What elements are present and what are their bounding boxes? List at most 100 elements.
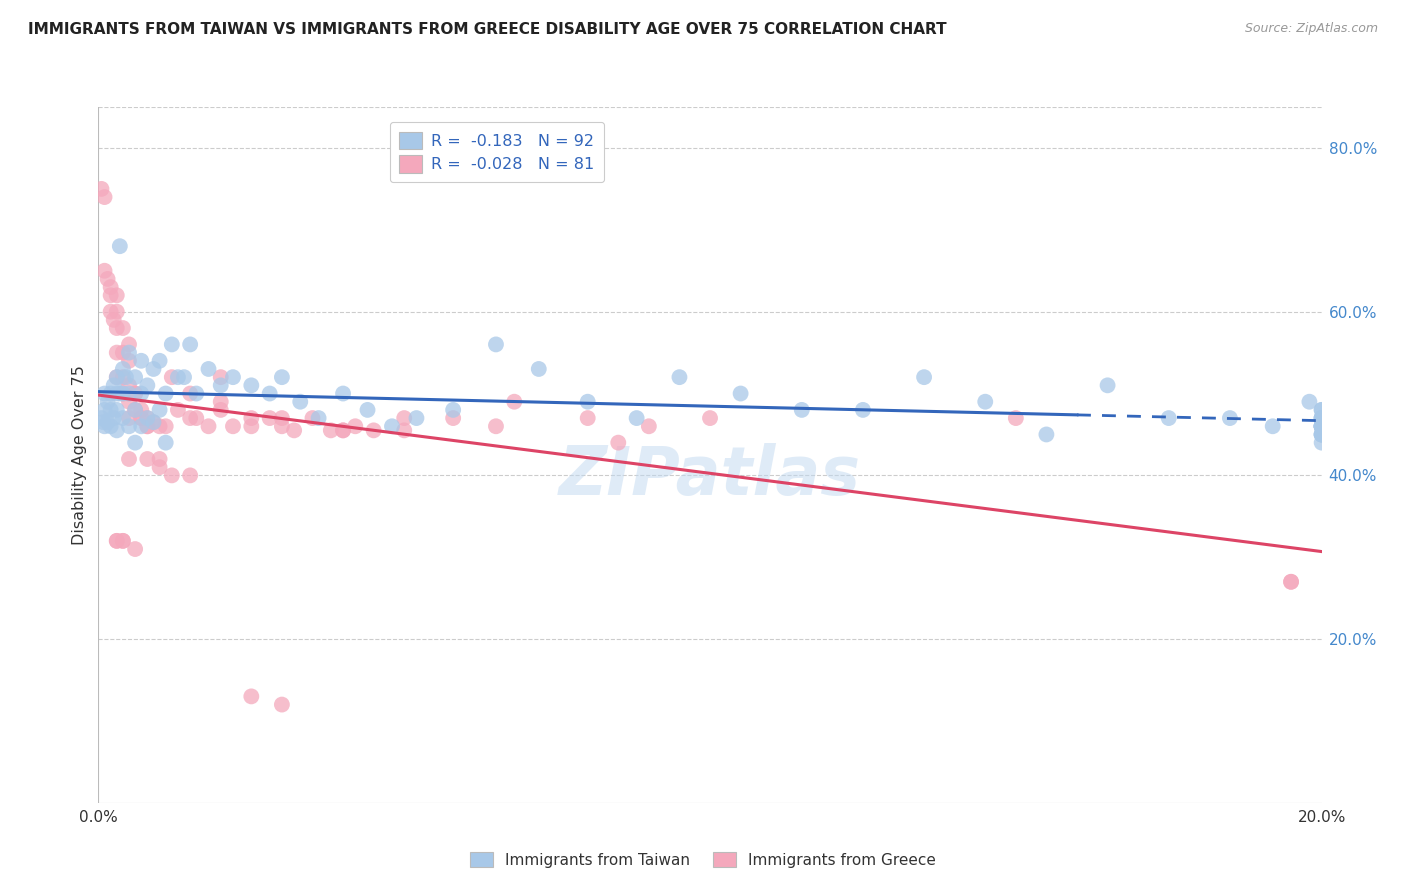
- Point: [100, 386, 122, 401]
- Point: [118, 394, 141, 409]
- Point: [240, 411, 263, 425]
- Y-axis label: Disability Age Over 75: Disability Age Over 75: [72, 365, 87, 545]
- Point: [356, 403, 378, 417]
- Point: [270, 419, 292, 434]
- Point: [1004, 411, 1026, 425]
- Point: [111, 386, 134, 401]
- Point: [441, 403, 464, 417]
- Point: [576, 394, 599, 409]
- Point: [259, 411, 281, 425]
- Point: [105, 533, 128, 548]
- Point: [441, 411, 464, 425]
- Point: [105, 386, 128, 401]
- Point: [90, 411, 112, 425]
- Point: [118, 345, 141, 359]
- Point: [1310, 419, 1333, 434]
- Point: [1310, 411, 1333, 425]
- Point: [1310, 419, 1333, 434]
- Point: [136, 419, 159, 434]
- Point: [124, 386, 146, 401]
- Legend: R =  -0.183   N = 92, R =  -0.028   N = 81: R = -0.183 N = 92, R = -0.028 N = 81: [389, 122, 605, 182]
- Point: [105, 533, 128, 548]
- Legend: Immigrants from Taiwan, Immigrants from Greece: Immigrants from Taiwan, Immigrants from …: [463, 844, 943, 875]
- Point: [129, 411, 152, 425]
- Point: [912, 370, 935, 384]
- Point: [179, 411, 201, 425]
- Point: [108, 239, 131, 253]
- Point: [124, 386, 146, 401]
- Point: [149, 419, 172, 434]
- Point: [852, 403, 875, 417]
- Point: [485, 337, 508, 351]
- Point: [111, 386, 134, 401]
- Point: [118, 452, 141, 467]
- Point: [103, 411, 125, 425]
- Point: [136, 411, 159, 425]
- Point: [149, 353, 172, 368]
- Point: [332, 423, 354, 437]
- Point: [115, 370, 138, 384]
- Point: [105, 370, 128, 384]
- Point: [124, 542, 146, 557]
- Point: [222, 419, 245, 434]
- Point: [240, 419, 263, 434]
- Point: [668, 370, 690, 384]
- Point: [136, 419, 159, 434]
- Point: [1157, 411, 1180, 425]
- Point: [97, 272, 120, 286]
- Point: [1279, 574, 1302, 589]
- Point: [319, 423, 342, 437]
- Point: [118, 419, 141, 434]
- Point: [179, 468, 201, 483]
- Point: [90, 182, 112, 196]
- Point: [179, 386, 201, 401]
- Point: [105, 423, 128, 437]
- Text: IMMIGRANTS FROM TAIWAN VS IMMIGRANTS FROM GREECE DISABILITY AGE OVER 75 CORRELAT: IMMIGRANTS FROM TAIWAN VS IMMIGRANTS FRO…: [28, 22, 946, 37]
- Point: [129, 403, 152, 417]
- Point: [405, 411, 427, 425]
- Point: [118, 353, 141, 368]
- Point: [270, 370, 292, 384]
- Point: [1310, 427, 1333, 442]
- Point: [209, 394, 232, 409]
- Point: [111, 370, 134, 384]
- Point: [1310, 419, 1333, 434]
- Point: [1310, 403, 1333, 417]
- Point: [1310, 419, 1333, 434]
- Point: [1310, 411, 1333, 425]
- Point: [1310, 411, 1333, 425]
- Point: [392, 411, 416, 425]
- Point: [149, 403, 172, 417]
- Point: [105, 304, 128, 318]
- Point: [111, 411, 134, 425]
- Point: [160, 370, 183, 384]
- Point: [503, 394, 526, 409]
- Point: [1310, 419, 1333, 434]
- Point: [186, 386, 208, 401]
- Point: [155, 435, 177, 450]
- Point: [136, 411, 159, 425]
- Point: [699, 411, 721, 425]
- Point: [240, 690, 263, 704]
- Point: [173, 370, 195, 384]
- Point: [129, 419, 152, 434]
- Point: [1261, 419, 1284, 434]
- Point: [283, 423, 305, 437]
- Point: [103, 313, 125, 327]
- Point: [105, 321, 128, 335]
- Point: [142, 415, 165, 429]
- Point: [93, 419, 115, 434]
- Point: [363, 423, 385, 437]
- Point: [93, 403, 115, 417]
- Point: [142, 362, 165, 376]
- Point: [344, 419, 367, 434]
- Point: [149, 460, 172, 475]
- Point: [100, 419, 122, 434]
- Point: [111, 533, 134, 548]
- Point: [124, 435, 146, 450]
- Point: [259, 386, 281, 401]
- Point: [103, 378, 125, 392]
- Point: [607, 435, 630, 450]
- Point: [209, 403, 232, 417]
- Point: [1310, 427, 1333, 442]
